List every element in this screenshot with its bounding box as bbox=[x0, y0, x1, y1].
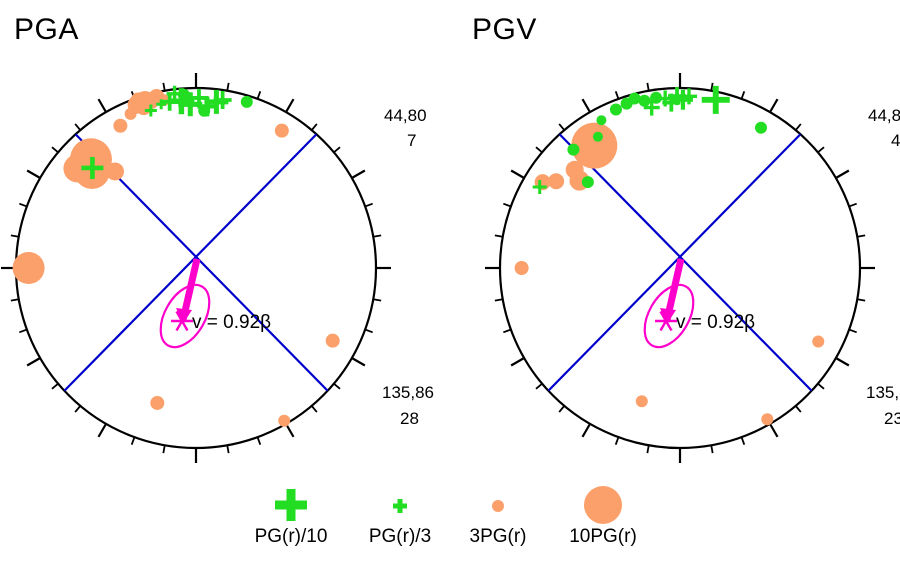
data-point-cross bbox=[81, 156, 104, 179]
circle-icon bbox=[492, 500, 504, 512]
legend-glyph-cross-small bbox=[345, 480, 455, 526]
polar-plot-pga: v = 0.92β 44,80 7 135,86 28 bbox=[1, 73, 434, 463]
data-point-circle bbox=[548, 173, 565, 190]
legend-label: PG(r)/10 bbox=[254, 526, 328, 547]
azimuth-ticks bbox=[485, 73, 875, 463]
data-point-circle bbox=[755, 121, 767, 134]
data-point-circle bbox=[592, 131, 603, 142]
epicentre-star bbox=[655, 310, 677, 332]
data-point-circle bbox=[177, 88, 190, 101]
data-point-circle bbox=[150, 395, 165, 410]
panel-title-pgv: PGV bbox=[472, 13, 537, 46]
data-point-circle bbox=[198, 104, 211, 117]
epicentre-star bbox=[171, 310, 193, 332]
data-point-cross bbox=[701, 85, 730, 114]
data-point-cross bbox=[213, 90, 232, 109]
panel-pga: PGA v = 0.92β 44,80 7 135,86 28 bbox=[0, 0, 450, 480]
legend-item: PG(r)/10 bbox=[236, 480, 346, 548]
data-point-cross bbox=[643, 99, 660, 116]
data-point-circle bbox=[812, 335, 825, 348]
legend-label: PG(r)/3 bbox=[368, 526, 432, 547]
circle-icon bbox=[584, 486, 622, 524]
data-point-circle bbox=[609, 103, 622, 116]
data-point-cross bbox=[144, 104, 157, 117]
data-points bbox=[12, 85, 340, 427]
data-point-cross bbox=[532, 180, 547, 194]
legend-label: 10PG(r) bbox=[569, 526, 637, 547]
nodal-plane-label-top: 44,80 bbox=[384, 106, 427, 125]
nodal-plane-rake-top: 7 bbox=[407, 131, 416, 150]
uncertainty-ellipse bbox=[643, 283, 695, 349]
data-point-circle bbox=[106, 162, 125, 181]
data-point-circle bbox=[113, 118, 128, 133]
nodal-planes bbox=[547, 133, 813, 392]
data-point-circle bbox=[628, 92, 641, 105]
nodal-plane-rake-bottom: 23 bbox=[884, 409, 900, 428]
legend-glyph-circle-small bbox=[443, 480, 553, 526]
data-point-circle bbox=[567, 143, 580, 156]
data-point-circle bbox=[638, 94, 651, 107]
legend-glyph-cross-large bbox=[236, 480, 346, 526]
data-points bbox=[514, 85, 825, 426]
data-point-circle bbox=[325, 333, 340, 348]
data-point-cross bbox=[156, 99, 167, 110]
cross-icon bbox=[393, 499, 407, 513]
nodal-plane-label-bottom: 135,86 bbox=[382, 383, 434, 402]
nodal-plane-label-top: 44,80 bbox=[868, 106, 900, 125]
nodal-plane-label-bottom: 135,86 bbox=[866, 383, 900, 402]
legend-item: 10PG(r) bbox=[543, 480, 663, 548]
data-point-cross bbox=[680, 88, 697, 105]
data-point-circle bbox=[581, 176, 594, 189]
polar-plot-pgv: v = 0.92β 44,80 4 135,86 23 bbox=[485, 73, 900, 463]
data-point-circle bbox=[274, 123, 289, 138]
legend-glyph-circle-large bbox=[543, 480, 663, 526]
data-point-circle bbox=[514, 261, 529, 275]
data-point-circle bbox=[596, 115, 607, 126]
panel-title-pga: PGA bbox=[14, 13, 79, 46]
rupture-vector bbox=[159, 258, 211, 349]
legend-item: PG(r)/3 bbox=[345, 480, 455, 548]
panel-pgv: PGV v = 0.92β 44,80 4 135,86 23 bbox=[450, 0, 900, 480]
uncertainty-ellipse bbox=[159, 283, 211, 349]
cross-icon bbox=[275, 489, 307, 521]
rupture-vector bbox=[643, 258, 695, 349]
rupture-velocity-label: v = 0.92β bbox=[676, 312, 755, 333]
nodal-plane-rake-bottom: 28 bbox=[400, 409, 419, 428]
data-point-circle bbox=[571, 122, 618, 169]
data-point-cross bbox=[189, 88, 208, 107]
data-point-circle bbox=[12, 252, 45, 284]
data-point-circle bbox=[240, 95, 253, 108]
data-point-circle bbox=[63, 154, 92, 183]
legend-label: 3PG(r) bbox=[469, 526, 527, 547]
legend: PG(r)/10 PG(r)/3 3PG(r) 10PG(r) bbox=[0, 480, 900, 583]
rupture-velocity-label: v = 0.92β bbox=[192, 312, 271, 333]
nodal-plane-rake-top: 4 bbox=[891, 131, 900, 150]
legend-item: 3PG(r) bbox=[443, 480, 553, 548]
data-point-circle bbox=[761, 413, 774, 426]
data-point-circle bbox=[278, 414, 291, 427]
data-point-circle bbox=[635, 395, 648, 408]
